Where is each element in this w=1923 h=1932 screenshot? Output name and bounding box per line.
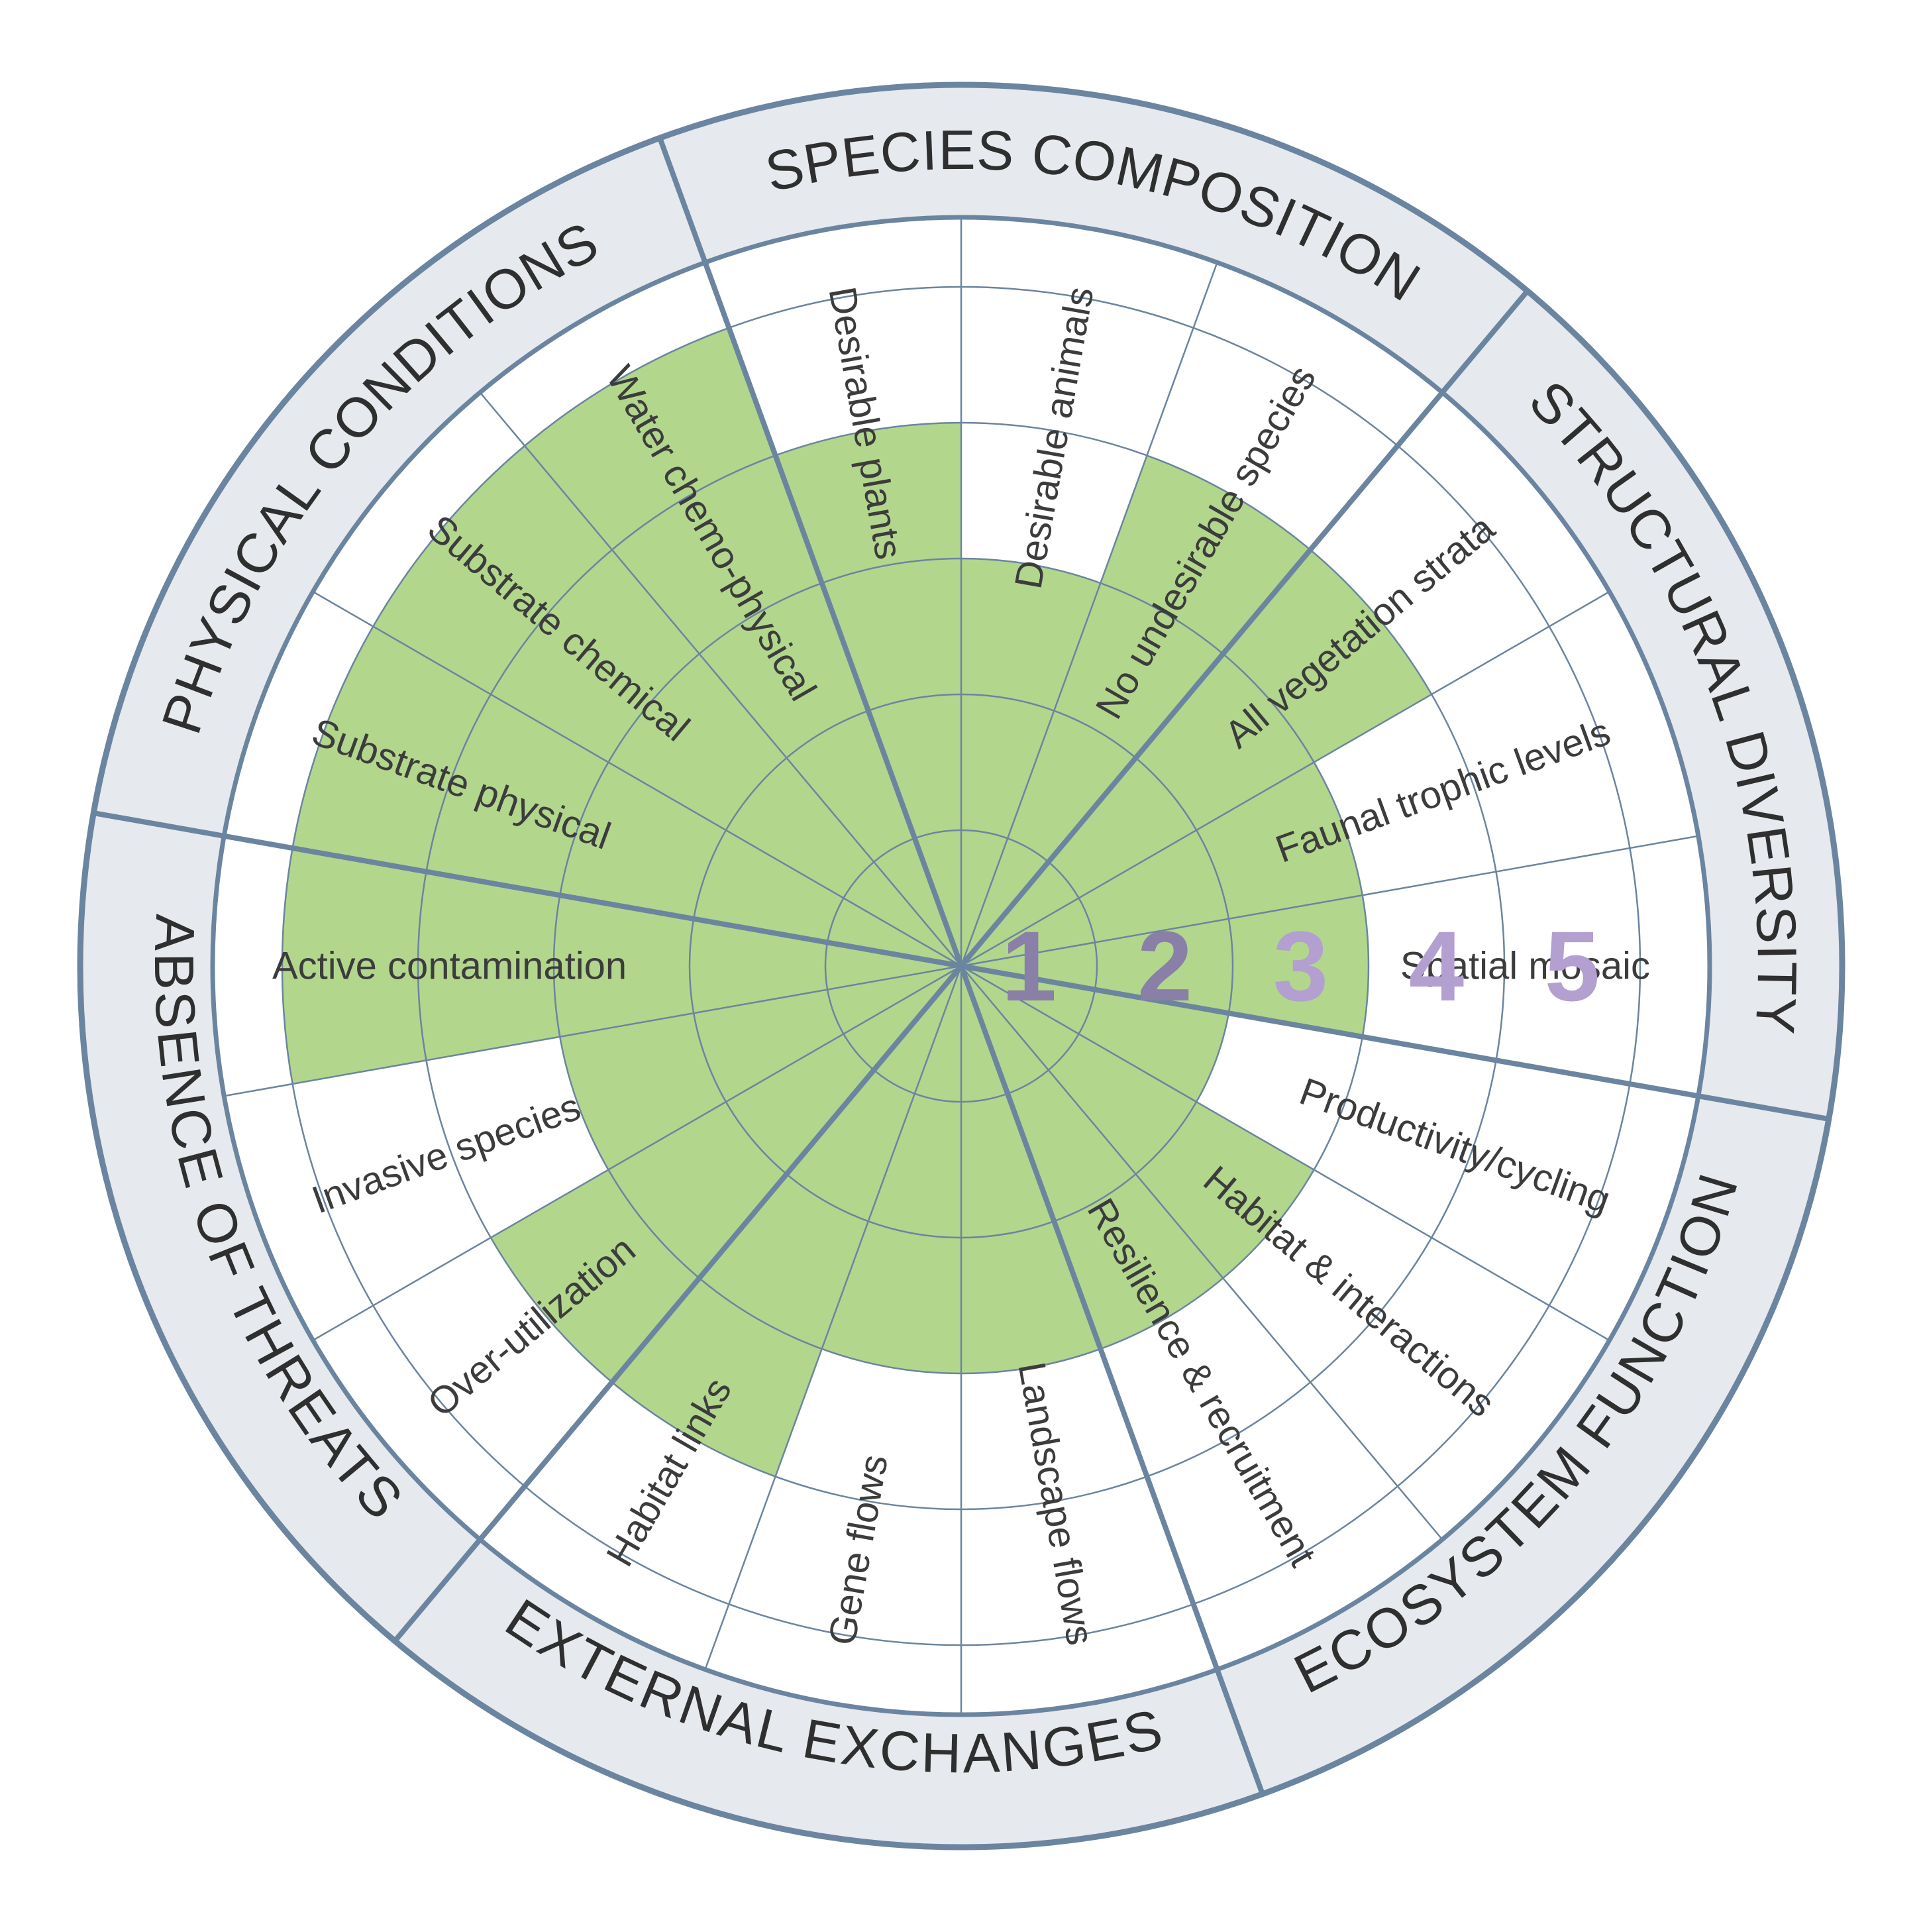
score-wedge-resilience-and-recruitment bbox=[961, 966, 1223, 1349]
scale-number-3: 3 bbox=[1273, 910, 1328, 1022]
wheel-outer-circle bbox=[77, 81, 1845, 1851]
category-divider bbox=[93, 810, 962, 969]
wedge-divider-lines bbox=[223, 217, 1699, 1715]
score-wedge-productivity-cycling bbox=[961, 966, 1229, 1102]
wedge-divider bbox=[961, 965, 1443, 1540]
score-wedge-water-chemo-physical bbox=[525, 327, 961, 966]
wedge-divider bbox=[960, 262, 1218, 967]
wedge-divider bbox=[704, 965, 962, 1670]
score-wedge-active-contamination bbox=[282, 848, 961, 1084]
category-divider bbox=[959, 289, 1530, 968]
category-divider bbox=[657, 136, 964, 967]
score-wedge-invasive-species bbox=[560, 966, 961, 1170]
score-wedge-desirable-plants bbox=[775, 423, 961, 966]
scale-number-5: 5 bbox=[1545, 910, 1600, 1022]
scale-number-2: 2 bbox=[1137, 910, 1192, 1022]
score-wedge-desirable-animals bbox=[961, 559, 1101, 966]
scale-number-1: 1 bbox=[1002, 910, 1057, 1022]
score-wedge-all-vegetation-strata bbox=[961, 549, 1432, 966]
attribute-label-active-contamination: Active contamination bbox=[272, 945, 627, 988]
score-wedge-habitat-links bbox=[611, 966, 961, 1477]
score-wedge-faunal-trophic-levels bbox=[961, 762, 1363, 966]
wedge-divider bbox=[479, 392, 962, 967]
wedge-divider bbox=[961, 835, 1699, 967]
score-wedge-gene-flows bbox=[821, 966, 961, 1373]
category-divider bbox=[959, 965, 1265, 1796]
wedge-divider bbox=[961, 965, 1610, 1342]
wedge-divider bbox=[312, 590, 962, 967]
category-divider-lines bbox=[93, 136, 1830, 1796]
scale-number-4: 4 bbox=[1409, 910, 1464, 1022]
wedge-divider bbox=[223, 965, 962, 1097]
wedge-divider bbox=[312, 965, 962, 1342]
wedge-divider bbox=[961, 590, 1610, 967]
category-divider bbox=[393, 964, 964, 1643]
score-wedge-no-undesirable-species bbox=[961, 455, 1311, 966]
score-wedge-substrate-chemical bbox=[373, 445, 961, 966]
score-wedge-substrate-physical bbox=[292, 626, 962, 966]
score-wedge-habitat-and-interactions bbox=[961, 966, 1314, 1279]
attribute-label-spatial-mosaic: Spatial mosaic bbox=[1400, 945, 1650, 988]
category-divider bbox=[961, 963, 1830, 1122]
score-wedge-spatial-mosaic bbox=[961, 895, 1369, 1037]
score-wedge-over-utilization bbox=[490, 966, 961, 1383]
